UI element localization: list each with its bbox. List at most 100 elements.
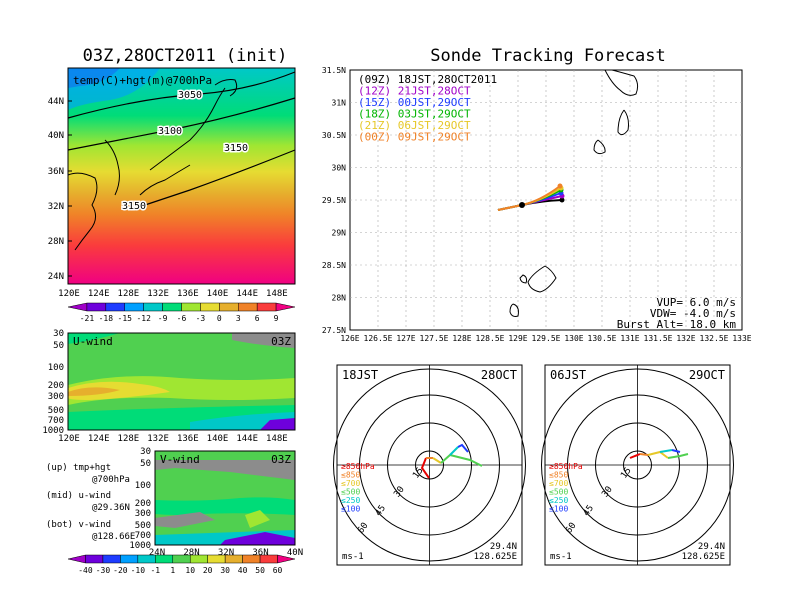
uwind-lon-tick: 132E bbox=[147, 434, 169, 444]
colorbar-label: 1 bbox=[170, 566, 175, 575]
hodograph-time: 18JST bbox=[342, 368, 378, 382]
uwind-p-tick: 200 bbox=[48, 381, 64, 391]
uwind-p-tick: 1000 bbox=[42, 426, 64, 436]
colorbar-label: -1 bbox=[150, 566, 160, 575]
hodograph-level-legend: ≤100 bbox=[341, 505, 360, 514]
tracking-lon-tick: 129.5E bbox=[532, 334, 561, 343]
hodograph-level-legend: ≤250 bbox=[341, 496, 360, 505]
tracking-lon-tick: 127E bbox=[396, 334, 415, 343]
hodograph-06jst: 06JST 29OCT29.4N128.625Ems-115304560≥850h… bbox=[541, 364, 734, 566]
legend-note: (mid) u-wind bbox=[46, 491, 111, 501]
colorbar-label: 10 bbox=[185, 566, 195, 575]
tracking-map: (09Z) 18JST,28OCT2011(12Z) 21JST,28OCT(1… bbox=[322, 66, 752, 343]
map-lon-tick: 132E bbox=[147, 289, 169, 299]
tracking-lon-tick: 128E bbox=[452, 334, 471, 343]
colorbar-swatch bbox=[172, 554, 191, 564]
hodograph-level-legend: ≥850hPa bbox=[549, 462, 583, 471]
vwind-p-tick: 1000 bbox=[129, 541, 151, 551]
map-lat-tick: 36N bbox=[48, 167, 64, 177]
hodograph-level-legend: ≤250 bbox=[549, 496, 568, 505]
colorbar-label: -40 bbox=[78, 566, 93, 575]
colorbar-label: -3 bbox=[196, 314, 206, 323]
map-lon-tick: 128E bbox=[118, 289, 140, 299]
tracking-lon-tick: 130E bbox=[564, 334, 583, 343]
map-lon-tick: 144E bbox=[236, 289, 258, 299]
launch-legend-entry: (15Z) 00JST,29OCT bbox=[358, 96, 471, 109]
colorbar-label: -18 bbox=[99, 314, 114, 323]
hodograph-level-legend: ≤700 bbox=[549, 479, 568, 488]
hodograph-trace bbox=[440, 453, 483, 467]
launch-legend-entry: (00Z) 09JST,29OCT bbox=[358, 131, 471, 144]
map-label: temp(C)+hgt(m)@700hPa bbox=[73, 74, 212, 87]
map-lon-tick: 136E bbox=[177, 289, 199, 299]
uwind-p-tick: 50 bbox=[53, 341, 64, 351]
param-vup: VUP= 6.0 m/s bbox=[657, 296, 736, 309]
vwind-p-tick: 100 bbox=[135, 481, 151, 491]
colorbar-swatch bbox=[242, 554, 261, 564]
uwind-lon-tick: 144E bbox=[236, 434, 258, 444]
tracking-lon-tick: 126.5E bbox=[364, 334, 393, 343]
tracking-lat-tick: 27.5N bbox=[322, 326, 346, 335]
launch-legend-entry: (12Z) 21JST,28OCT bbox=[358, 85, 471, 98]
tracking-lon-tick: 128.5E bbox=[476, 334, 505, 343]
hodograph-level-legend: ≤500 bbox=[341, 488, 360, 497]
tracking-lon-tick: 132E bbox=[676, 334, 695, 343]
map-lat-tick: 24N bbox=[48, 272, 64, 282]
tracking-lon-tick: 132.5E bbox=[700, 334, 729, 343]
right-title: Sonde Tracking Forecast bbox=[430, 46, 665, 66]
colorbar-label: -20 bbox=[113, 566, 128, 575]
contour-label: 3100 bbox=[158, 126, 182, 137]
uwind-lon-tick: 136E bbox=[177, 434, 199, 444]
vwind-p-tick: 500 bbox=[135, 521, 151, 531]
left-title: 03Z,28OCT2011 (init) bbox=[83, 46, 288, 66]
colorbar-label: -12 bbox=[136, 314, 151, 323]
colorbar-swatch bbox=[256, 302, 277, 312]
vwind-lat-tick: 32N bbox=[218, 548, 234, 558]
colorbar-swatch bbox=[124, 302, 144, 312]
hodograph-18jst: 18JST 28OCT29.4N128.625Ems-115304560≥850h… bbox=[333, 364, 526, 566]
uwind-p-tick: 100 bbox=[48, 363, 64, 373]
colorbar-label: 3 bbox=[236, 314, 241, 323]
temp-colorbar: -21 -18 -15 -12 -9 -6 -3 0 3 6 9 bbox=[67, 302, 296, 323]
height-contour-3100 bbox=[67, 97, 296, 151]
colorbar-label: 20 bbox=[203, 566, 213, 575]
vwind-p-tick: 200 bbox=[135, 499, 151, 509]
tracking-lon-tick: 126E bbox=[340, 334, 359, 343]
burst-marker bbox=[557, 183, 563, 189]
colorbar-swatch bbox=[189, 554, 208, 564]
map-lat-tick: 40N bbox=[48, 131, 64, 141]
colorbar-label: 30 bbox=[220, 566, 230, 575]
tracking-lon-tick: 131E bbox=[620, 334, 639, 343]
colorbar-label: -10 bbox=[131, 566, 146, 575]
colorbar-label: 9 bbox=[274, 314, 279, 323]
hodograph-trace bbox=[671, 449, 681, 453]
hodograph-trace bbox=[659, 449, 673, 453]
colorbar-swatch bbox=[277, 554, 296, 564]
colorbar-label: -30 bbox=[96, 566, 111, 575]
tracking-lat-tick: 30.5N bbox=[322, 131, 346, 140]
colorbar-swatch bbox=[143, 302, 163, 312]
uwind-p-tick: 500 bbox=[48, 406, 64, 416]
height-contour-3150 bbox=[129, 149, 296, 211]
colorbar-label: -9 bbox=[158, 314, 168, 323]
uwind-p-tick: 700 bbox=[48, 416, 64, 426]
hodograph-trace bbox=[667, 453, 689, 459]
legend-note: (up) tmp+hgt bbox=[46, 463, 111, 473]
tracking-lat-tick: 30N bbox=[332, 164, 347, 173]
colorbar-swatch bbox=[219, 302, 239, 312]
param-burst: Burst Alt= 18.0 km bbox=[617, 318, 737, 331]
colorbar-swatch bbox=[207, 554, 226, 564]
vwind-p-tick: 50 bbox=[140, 459, 151, 469]
map-lon-tick: 124E bbox=[88, 289, 110, 299]
vwind-lat-tick: 28N bbox=[183, 548, 199, 558]
colorbar-swatch bbox=[120, 554, 139, 564]
map-lat-tick: 32N bbox=[48, 202, 64, 212]
hodograph-trace bbox=[639, 453, 649, 456]
contour-label: 3050 bbox=[178, 90, 202, 101]
tracking-lat-tick: 29.5N bbox=[322, 196, 346, 205]
hodograph-trace bbox=[457, 443, 469, 453]
launch-legend-entry: (09Z) 18JST,28OCT2011 bbox=[358, 73, 497, 86]
colorbar-swatch bbox=[137, 554, 156, 564]
tracking-lat-tick: 28N bbox=[332, 294, 347, 303]
